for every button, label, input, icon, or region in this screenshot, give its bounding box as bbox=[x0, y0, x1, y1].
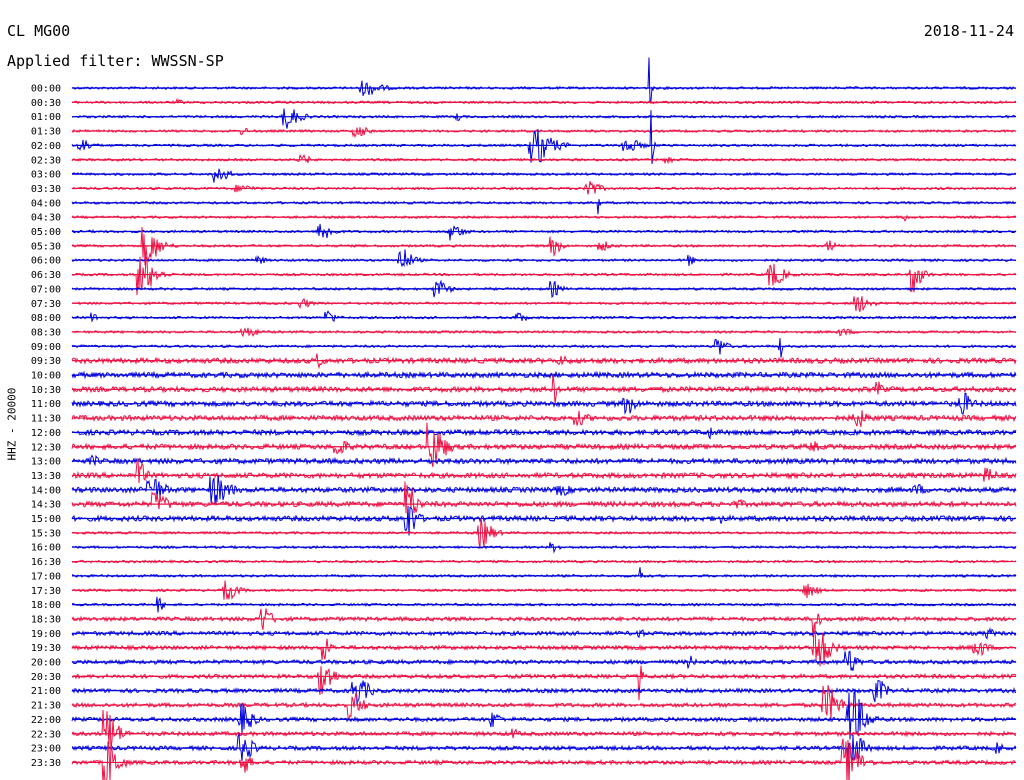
time-tick-label: 15:30 bbox=[31, 528, 61, 539]
time-tick-label: 14:00 bbox=[31, 485, 61, 496]
time-tick-label: 06:30 bbox=[31, 270, 61, 281]
date-label: 2018-11-24 bbox=[923, 22, 1014, 40]
trace-line bbox=[71, 249, 1017, 268]
time-tick-label: 22:30 bbox=[31, 729, 61, 740]
time-tick-label: 21:30 bbox=[31, 701, 61, 712]
time-tick-label: 03:30 bbox=[31, 184, 61, 195]
trace-line bbox=[71, 454, 1017, 467]
time-tick-label: 16:00 bbox=[31, 543, 61, 554]
trace-line bbox=[71, 338, 1017, 358]
time-tick-label: 06:00 bbox=[31, 256, 61, 267]
time-tick-label: 12:00 bbox=[31, 428, 61, 439]
time-tick-label: 09:00 bbox=[31, 342, 61, 353]
time-tick-label: 23:30 bbox=[31, 758, 61, 769]
time-tick-label: 19:30 bbox=[31, 643, 61, 654]
trace-line bbox=[71, 57, 1017, 104]
trace-line bbox=[71, 650, 1017, 671]
trace-line bbox=[71, 665, 1017, 701]
trace-line bbox=[71, 738, 1017, 780]
trace-line bbox=[71, 370, 1017, 380]
trace-line bbox=[71, 126, 1017, 139]
time-tick-label: 01:00 bbox=[31, 112, 61, 123]
time-tick-label: 19:00 bbox=[31, 629, 61, 640]
time-tick-label: 08:30 bbox=[31, 327, 61, 338]
trace-line bbox=[71, 199, 1017, 215]
time-tick-label: 20:30 bbox=[31, 672, 61, 683]
time-tick-label: 07:30 bbox=[31, 299, 61, 310]
time-tick-label: 18:00 bbox=[31, 600, 61, 611]
time-tick-label: 03:00 bbox=[31, 170, 61, 181]
trace-line bbox=[71, 422, 1017, 468]
time-tick-label: 12:30 bbox=[31, 442, 61, 453]
time-tick-label: 18:30 bbox=[31, 614, 61, 625]
time-tick-label: 10:00 bbox=[31, 371, 61, 382]
time-tick-label: 01:30 bbox=[31, 127, 61, 138]
filter-label: Applied filter: WWSSN-SP bbox=[7, 52, 224, 70]
time-tick-label: 16:30 bbox=[31, 557, 61, 568]
time-tick-label: 17:00 bbox=[31, 571, 61, 582]
trace-line bbox=[71, 108, 1017, 129]
trace-line bbox=[71, 223, 1017, 241]
trace-line bbox=[71, 679, 1017, 705]
trace-line bbox=[71, 709, 1017, 751]
time-tick-label: 04:30 bbox=[31, 213, 61, 224]
time-tick-label: 05:00 bbox=[31, 227, 61, 238]
time-tick-label: 13:00 bbox=[31, 457, 61, 468]
time-tick-label: 22:00 bbox=[31, 715, 61, 726]
trace-line bbox=[71, 353, 1017, 370]
time-tick-label: 23:00 bbox=[31, 744, 61, 755]
time-tick-label: 13:30 bbox=[31, 471, 61, 482]
trace-line bbox=[71, 296, 1017, 312]
time-tick-label: 07:00 bbox=[31, 284, 61, 295]
time-tick-label: 04:00 bbox=[31, 198, 61, 209]
time-tick-label: 08:00 bbox=[31, 313, 61, 324]
time-tick-label: 15:00 bbox=[31, 514, 61, 525]
time-tick-label: 00:00 bbox=[31, 84, 61, 95]
trace-line bbox=[71, 97, 1016, 105]
time-tick-label: 20:00 bbox=[31, 658, 61, 669]
time-tick-label: 21:00 bbox=[31, 686, 61, 697]
time-tick-label: 11:30 bbox=[31, 414, 61, 425]
time-tick-label: 17:30 bbox=[31, 586, 61, 597]
trace-line bbox=[71, 427, 1017, 440]
time-tick-label: 11:00 bbox=[31, 399, 61, 410]
time-tick-label: 00:30 bbox=[31, 98, 61, 109]
time-tick-label: 14:30 bbox=[31, 500, 61, 511]
trace-line bbox=[71, 181, 1017, 195]
time-tick-label: 10:30 bbox=[31, 385, 61, 396]
time-tick-label: 02:00 bbox=[31, 141, 61, 152]
trace-line bbox=[71, 168, 1017, 183]
trace-line bbox=[71, 310, 1017, 323]
time-tick-label: 05:30 bbox=[31, 241, 61, 252]
trace-line bbox=[71, 110, 1017, 165]
trace-line bbox=[71, 505, 1017, 536]
time-tick-label: 02:30 bbox=[31, 155, 61, 166]
time-tick-label: 09:30 bbox=[31, 356, 61, 367]
station-title: CL MG00 bbox=[7, 22, 71, 40]
trace-line bbox=[71, 481, 1017, 514]
